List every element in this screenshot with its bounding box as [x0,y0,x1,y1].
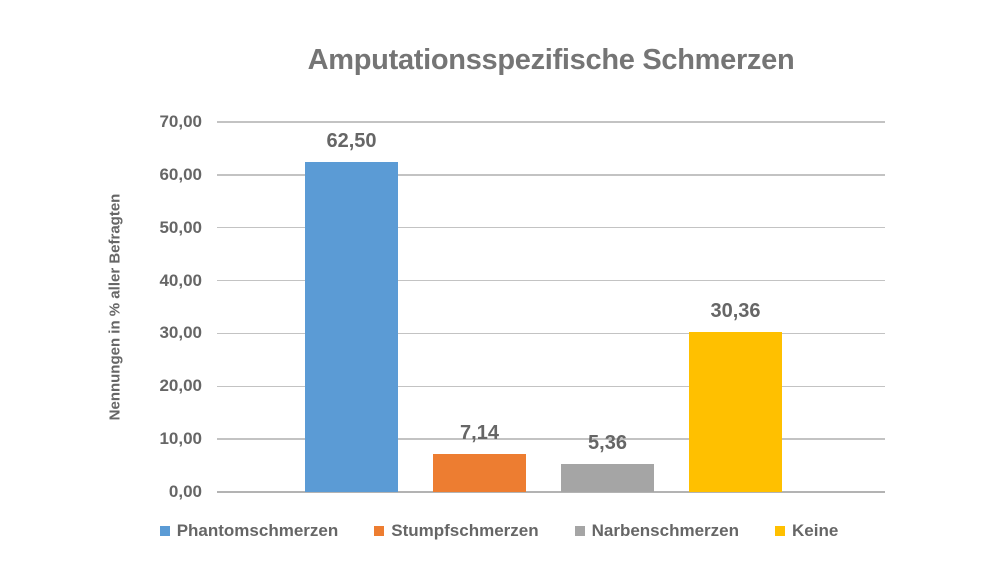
gridline [217,332,885,335]
bar-value-label-stumpfschmerzen: 7,14 [460,422,499,445]
gridline [217,438,885,440]
legend-item-keine: Keine [775,521,838,541]
legend-label: Keine [792,521,839,540]
legend-label: Narbenschmerzen [591,521,739,540]
bar-keine [689,331,782,492]
y-tick-label: 40,00 [159,270,202,290]
y-tick-label: 10,00 [159,429,202,449]
y-tick-label: 20,00 [159,376,202,396]
bar-value-label-keine: 30,36 [710,299,761,322]
y-tick-label: 70,00 [159,112,202,131]
legend-swatch-icon [574,526,585,536]
gridline [217,279,885,282]
bar-value-label-phantomschmerzen: 62,50 [326,129,377,152]
plot-area: 62,50 7,14 5,36 30,36 [217,121,885,493]
legend-item-stumpfschmerzen: Stumpfschmerzen [374,521,539,541]
legend-label: Stumpfschmerzen [391,521,539,540]
legend: Phantomschmerzen Stumpfschmerzen Narbensch… [0,518,998,544]
legend-swatch-icon [374,526,385,536]
y-tick-label: 50,00 [159,217,202,237]
x-axis-line [217,491,885,493]
y-tick-label: 30,00 [159,323,202,343]
bar-stumpfschmerzen [433,454,526,492]
gridline [217,121,885,123]
gridline [217,385,885,388]
gridline [217,174,885,176]
y-tick-label: 60,00 [159,164,202,184]
legend-label: Phantomschmerzen [176,521,339,540]
bar-narbenschmerzen [561,463,654,492]
y-tick-label: 0,00 [168,482,202,501]
gridline [217,226,885,229]
bar-value-label-narbenschmerzen: 5,36 [588,431,627,454]
legend-swatch-icon [159,526,170,536]
legend-item-narbenschmerzen: Narbenschmerzen [574,521,739,541]
legend-item-phantomschmerzen: Phantomschmerzen [159,521,339,541]
chart-title: Amputationsspezifische Schmerzen [307,44,795,76]
bar-phantomschmerzen [305,161,398,492]
legend-swatch-icon [775,526,785,536]
